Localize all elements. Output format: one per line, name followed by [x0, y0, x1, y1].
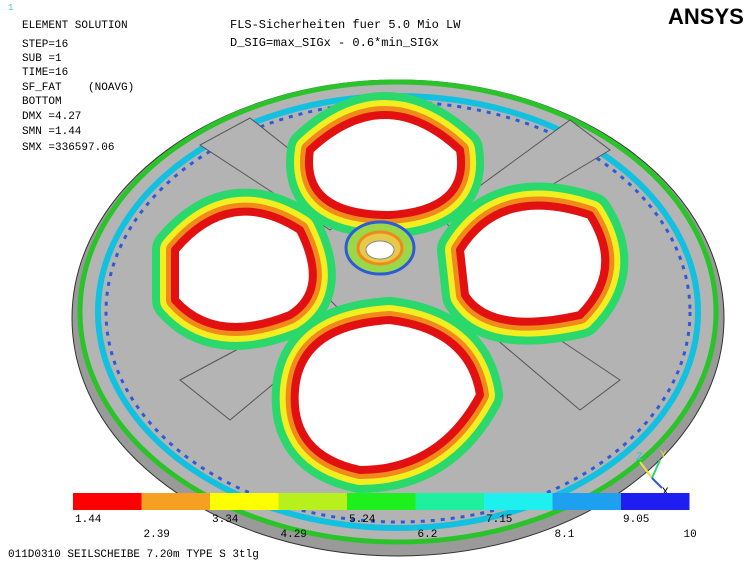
header-line: SMN =1.44: [22, 126, 82, 138]
window-number: 1: [8, 3, 13, 13]
triad-label: Y: [660, 450, 667, 462]
header-line: TIME=16: [22, 67, 68, 79]
legend-label: 8.1: [555, 529, 575, 541]
legend-label: 7.15: [486, 514, 512, 526]
header-line: BOTTOM: [22, 96, 62, 108]
legend-swatch: [210, 493, 279, 510]
legend-swatch: [142, 493, 211, 510]
title-line: D_SIG=max_SIGx - 0.6*min_SIGx: [230, 36, 439, 50]
legend-swatch: [279, 493, 348, 510]
legend-label: 9.05: [623, 514, 649, 526]
header-line: STEP=16: [22, 39, 68, 51]
legend-label: 4.29: [281, 529, 307, 541]
header-line: SMX =336597.06: [22, 142, 114, 154]
title-line: FLS-Sicherheiten fuer 5.0 Mio LW: [230, 18, 461, 32]
header-line: ELEMENT SOLUTION: [22, 20, 128, 32]
wheel: [72, 80, 724, 556]
legend-label: 1.44: [75, 514, 102, 526]
legend-label: 10: [684, 529, 697, 541]
legend-label: 6.2: [418, 529, 438, 541]
legend-swatch: [621, 493, 690, 510]
legend-swatch: [553, 493, 622, 510]
legend-swatch: [484, 493, 553, 510]
triad-label: Z: [636, 452, 643, 464]
header-line: DMX =4.27: [22, 111, 81, 123]
legend-label: 5.24: [349, 514, 376, 526]
legend-swatch: [416, 493, 485, 510]
legend-swatch: [73, 493, 142, 510]
screen: 1 ELEMENT SOLUTION STEP=16 SUB =1 TIME=1…: [0, 0, 746, 567]
logo: ANSYS: [668, 4, 744, 29]
header-line: SF_FAT (NOAVG): [22, 82, 134, 94]
header-line: SUB =1: [22, 53, 62, 65]
legend-label: 3.34: [212, 514, 239, 526]
legend-label: 2.39: [144, 529, 170, 541]
footer: 011D0310 SEILSCHEIBE 7.20m TYPE S 3tlg: [8, 549, 259, 561]
legend-swatch: [347, 493, 416, 510]
